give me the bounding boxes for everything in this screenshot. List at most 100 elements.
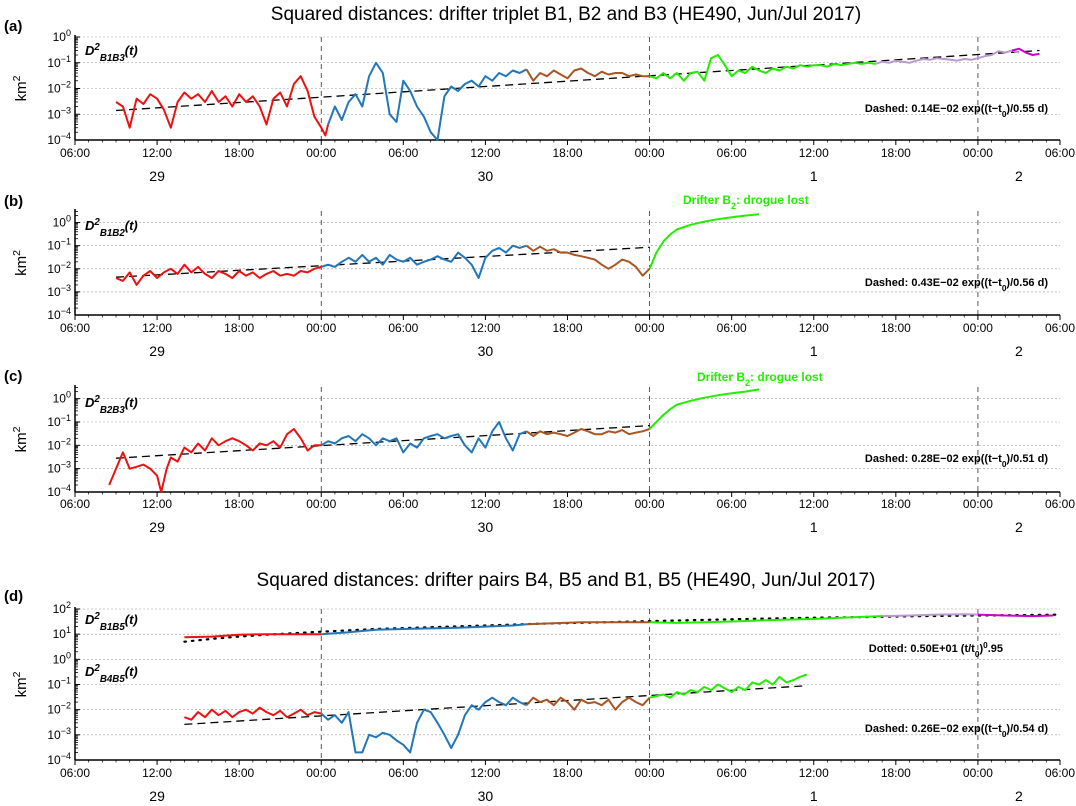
x-tick-label: 00:00: [963, 497, 993, 511]
series-label: D2B2B3(t): [85, 394, 138, 416]
x-tick-label: 06:00: [717, 321, 747, 335]
x-tick-label: 00:00: [635, 146, 665, 160]
y-axis-label: km2: [11, 75, 30, 101]
y-axis-label: km2: [11, 250, 30, 276]
series-line: [525, 67, 650, 82]
x-tick-label: 06:00: [1045, 146, 1075, 160]
y-tick-label: 10−1: [47, 237, 71, 253]
day-label: 1: [810, 343, 818, 359]
top-title: Squared distances: drifter triplet B1, B…: [271, 4, 861, 25]
series-line: [874, 49, 1020, 65]
series-line: [648, 388, 760, 430]
x-tick-label: 00:00: [306, 766, 336, 780]
y-tick-label: 102: [53, 600, 71, 616]
x-tick-label: 00:00: [306, 497, 336, 511]
series-line: [977, 613, 1054, 618]
series-label: D2B4B5(t): [85, 663, 138, 685]
x-tick-label: 18:00: [224, 146, 254, 160]
x-tick-label: 18:00: [881, 497, 911, 511]
y-tick-label: 10−4: [47, 306, 71, 322]
x-tick-label: 00:00: [963, 146, 993, 160]
day-label: 2: [1015, 788, 1023, 804]
dotted-fit-line: [183, 613, 1062, 643]
series-line: [320, 244, 527, 279]
x-tick-label: 12:00: [470, 766, 500, 780]
fit-annotation: Dotted: 0.50E+01 (t/t0)0.95: [869, 641, 1003, 659]
y-tick-label: 10−4: [47, 751, 71, 767]
fit-annotation: Dashed: 0.28E−02 exp((t−t0)/0.51 d): [865, 453, 1048, 469]
x-tick-label: 12:00: [799, 497, 829, 511]
x-tick-label: 00:00: [306, 321, 336, 335]
dashed-fit-line: [184, 685, 807, 726]
y-tick-label: 101: [53, 625, 71, 641]
x-tick-label: 18:00: [224, 497, 254, 511]
x-tick-label: 06:00: [717, 497, 747, 511]
x-tick-label: 18:00: [224, 321, 254, 335]
panel-label: (b): [4, 193, 23, 210]
x-tick-label: 00:00: [635, 766, 665, 780]
series-line: [648, 213, 760, 270]
x-tick-label: 06:00: [1045, 766, 1075, 780]
y-tick-label: 10−3: [47, 460, 71, 476]
day-label: 2: [1015, 519, 1023, 535]
x-tick-label: 12:00: [799, 321, 829, 335]
y-tick-label: 10−3: [47, 726, 71, 742]
day-label: 1: [810, 519, 818, 535]
series-line: [320, 696, 527, 754]
y-tick-label: 10−1: [47, 676, 71, 692]
series-label: D2B1B2(t): [85, 217, 138, 239]
x-tick-label: 12:00: [470, 146, 500, 160]
series-line: [882, 613, 978, 618]
fit-annotation: Dashed: 0.43E−02 exp((t−t0)/0.56 d): [865, 277, 1048, 293]
x-tick-label: 12:00: [142, 497, 172, 511]
x-tick-label: 18:00: [881, 146, 911, 160]
x-tick-label: 18:00: [552, 321, 582, 335]
y-tick-label: 10−4: [47, 131, 71, 147]
y-tick-label: 10−1: [47, 54, 71, 70]
x-tick-label: 06:00: [1045, 321, 1075, 335]
series-line: [115, 75, 330, 137]
series-line: [649, 615, 883, 624]
x-tick-label: 06:00: [717, 146, 747, 160]
drogue-note: Drifter B2: drogue lost: [683, 193, 809, 211]
series-line: [115, 263, 322, 286]
x-tick-label: 06:00: [388, 321, 418, 335]
series-line: [320, 421, 527, 454]
y-axis-label: km2: [11, 426, 30, 452]
day-label: 30: [478, 168, 494, 184]
y-tick-label: 100: [53, 390, 71, 406]
y-tick-label: 10−4: [47, 483, 71, 499]
x-tick-label: 18:00: [552, 766, 582, 780]
x-tick-label: 12:00: [142, 146, 172, 160]
y-tick-label: 100: [53, 214, 71, 230]
day-label: 30: [478, 788, 494, 804]
x-tick-label: 12:00: [470, 497, 500, 511]
panel-b: (b) 10−4 10−3 10−2 10−1 100 km2 06:00 12:00 18:00…: [4, 193, 1075, 359]
y-tick-label: 10−3: [47, 105, 71, 121]
x-tick-label: 12:00: [799, 766, 829, 780]
series-line: [649, 673, 808, 699]
day-label: 2: [1015, 168, 1023, 184]
series-line: [108, 428, 322, 493]
dashed-fit-line: [115, 49, 1040, 112]
dashed-fit-line: [115, 246, 650, 278]
x-tick-label: 06:00: [388, 497, 418, 511]
x-tick-label: 18:00: [224, 766, 254, 780]
fit-annotation: Dashed: 0.14E−02 exp((t−t0)/0.55 d): [865, 103, 1048, 119]
y-axis-label: km2: [11, 671, 30, 697]
fit-annotation: Dashed: 0.26E−02 exp((t−t0)/0.54 d): [865, 723, 1048, 739]
x-tick-label: 06:00: [388, 146, 418, 160]
day-label: 29: [149, 519, 165, 535]
series-line: [525, 244, 651, 277]
x-tick-label: 00:00: [306, 146, 336, 160]
series-line: [1011, 47, 1040, 56]
series-line: [649, 54, 876, 82]
x-tick-label: 12:00: [799, 146, 829, 160]
y-tick-label: 10−2: [47, 436, 71, 452]
bottom-title: Squared distances: drifter pairs B4, B5 …: [257, 570, 876, 591]
day-label: 30: [478, 519, 494, 535]
day-label: 29: [149, 343, 165, 359]
x-tick-label: 06:00: [60, 321, 90, 335]
x-tick-label: 18:00: [881, 766, 911, 780]
